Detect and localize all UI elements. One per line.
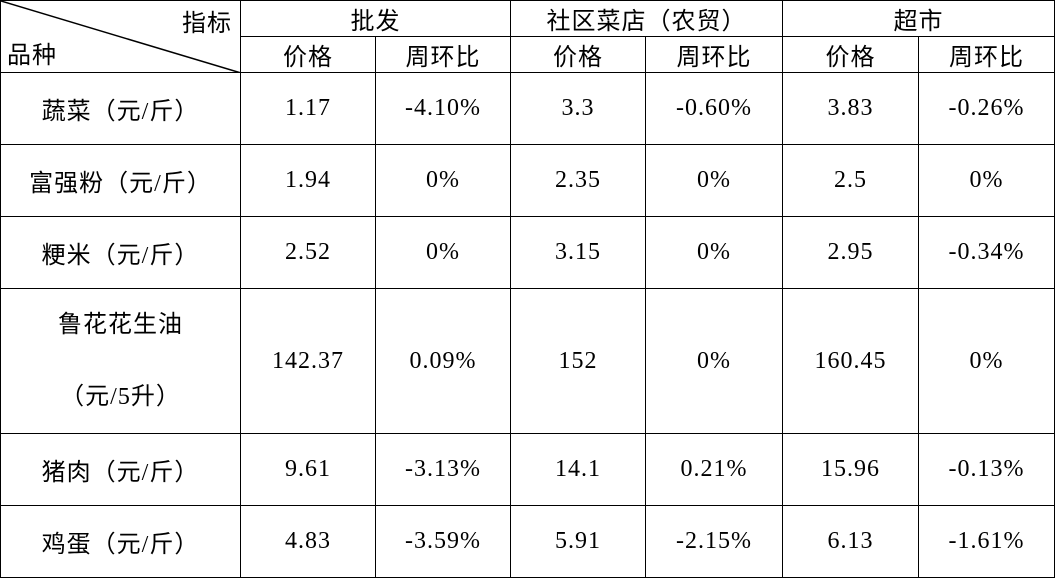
- table-cell: 3.3: [510, 72, 646, 145]
- row-label: 鲁花花生油 （元/5升）: [0, 288, 241, 434]
- table-cell: 3.15: [510, 216, 646, 289]
- table-cell: 0%: [375, 216, 511, 289]
- row-label: 蔬菜（元/斤）: [0, 72, 241, 145]
- subheader: 价格: [510, 36, 646, 73]
- corner-top: 指标: [182, 11, 232, 37]
- table-cell: 0%: [918, 288, 1055, 434]
- group-header: 超市: [782, 0, 1055, 37]
- row-label-line: 鲁花花生油: [58, 312, 183, 338]
- table-row: 鲁花花生油 （元/5升） 142.37 0.09% 152 0% 160.45 0%: [0, 288, 1055, 434]
- table-cell: 2.95: [782, 216, 919, 289]
- table-cell: 14.1: [510, 433, 646, 506]
- table-cell: 152: [510, 288, 646, 434]
- subheader: 价格: [240, 36, 376, 73]
- row-label: 粳米（元/斤）: [0, 216, 241, 289]
- table-cell: -0.13%: [918, 433, 1055, 506]
- subheader: 周环比: [918, 36, 1055, 73]
- table-cell: 0.21%: [645, 433, 783, 506]
- table-cell: 0%: [375, 144, 511, 217]
- subheader: 周环比: [645, 36, 783, 73]
- row-label-line: 富强粉（元/斤）: [29, 171, 212, 197]
- table-cell: 2.52: [240, 216, 376, 289]
- row-label-line: 蔬菜（元/斤）: [41, 99, 200, 125]
- corner-bottom: 品种: [7, 43, 57, 69]
- table-cell: 142.37: [240, 288, 376, 434]
- table-cell: -2.15%: [645, 505, 783, 578]
- table-cell: 1.94: [240, 144, 376, 217]
- table-cell: 5.91: [510, 505, 646, 578]
- header-row: 指标 品种 批发 社区菜店（农贸） 超市: [0, 0, 1055, 73]
- corner-cell: 指标 品种: [0, 0, 241, 73]
- table-cell: -0.26%: [918, 72, 1055, 145]
- diagonal-line: [1, 1, 239, 72]
- table-row: 蔬菜（元/斤） 1.17 -4.10% 3.3 -0.60% 3.83 -0.26%: [0, 72, 1055, 145]
- row-label-line: 粳米（元/斤）: [41, 243, 200, 269]
- table-cell: -0.60%: [645, 72, 783, 145]
- table-cell: 2.5: [782, 144, 919, 217]
- row-label-line: 鸡蛋（元/斤）: [41, 532, 200, 558]
- table-cell: -0.34%: [918, 216, 1055, 289]
- table-row: 富强粉（元/斤） 1.94 0% 2.35 0% 2.5 0%: [0, 144, 1055, 217]
- row-label-line: 猪肉（元/斤）: [41, 460, 200, 486]
- subheader-row: 价格 周环比 价格 周环比 价格 周环比: [1, 36, 1055, 73]
- table-row: 猪肉（元/斤） 9.61 -3.13% 14.1 0.21% 15.96 -0.13%: [0, 433, 1055, 506]
- table-cell: 0%: [645, 144, 783, 217]
- row-label: 鸡蛋（元/斤）: [0, 505, 241, 578]
- table-cell: 6.13: [782, 505, 919, 578]
- table-cell: 2.35: [510, 144, 646, 217]
- group-header: 批发: [240, 0, 511, 37]
- table-cell: 9.61: [240, 433, 376, 506]
- table-cell: 0%: [645, 216, 783, 289]
- table-cell: 160.45: [782, 288, 919, 434]
- table-cell: -3.13%: [375, 433, 511, 506]
- table-cell: 1.17: [240, 72, 376, 145]
- subheader: 价格: [782, 36, 919, 73]
- table-cell: 3.83: [782, 72, 919, 145]
- table-cell: 4.83: [240, 505, 376, 578]
- table-cell: 15.96: [782, 433, 919, 506]
- table-cell: -1.61%: [918, 505, 1055, 578]
- table-cell: -3.59%: [375, 505, 511, 578]
- row-label: 猪肉（元/斤）: [0, 433, 241, 506]
- table-cell: 0%: [645, 288, 783, 434]
- table-cell: 0%: [918, 144, 1055, 217]
- table-cell: 0.09%: [375, 288, 511, 434]
- row-label: 富强粉（元/斤）: [0, 144, 241, 217]
- group-header: 社区菜店（农贸）: [510, 0, 783, 37]
- table-row: 鸡蛋（元/斤） 4.83 -3.59% 5.91 -2.15% 6.13 -1.61%: [0, 505, 1055, 578]
- row-label-line: （元/5升）: [60, 384, 181, 410]
- table-row: 粳米（元/斤） 2.52 0% 3.15 0% 2.95 -0.34%: [0, 216, 1055, 289]
- table-cell: -4.10%: [375, 72, 511, 145]
- subheader: 周环比: [375, 36, 511, 73]
